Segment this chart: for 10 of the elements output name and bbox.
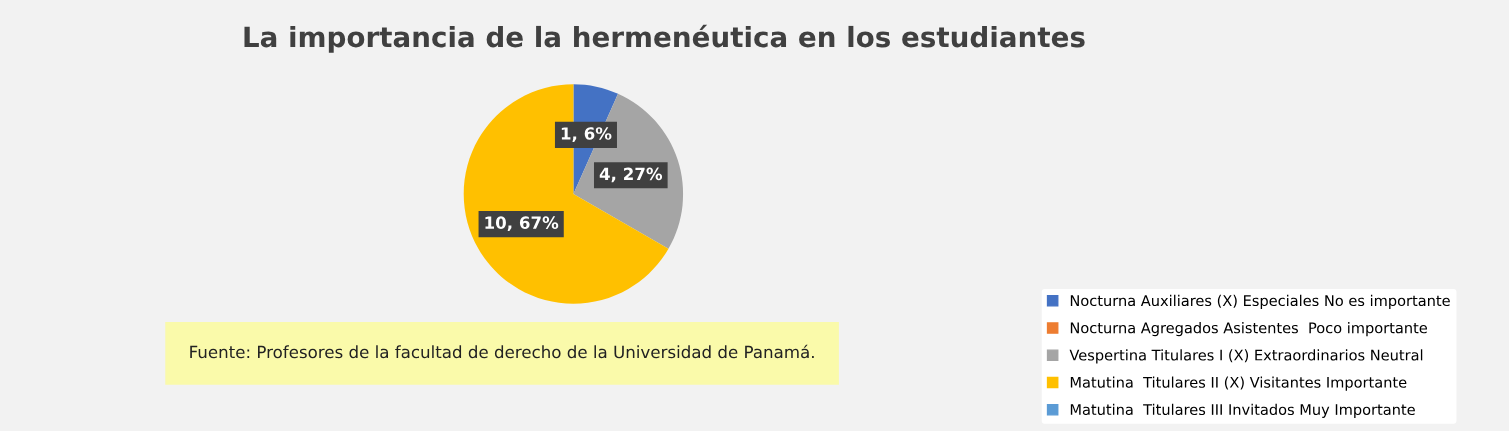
chart-title: La importancia de la hermenéutica en los estudiantes: [244, 24, 1085, 53]
source-note: Fuente: Profesores de la facultad de derecho de la Universidad de Panamá.: [190, 344, 814, 359]
legend-label: Vespertina Titulares I (X) Extraordinarios Neutral: [1069, 349, 1423, 364]
legend-label: Nocturna Auxiliares (X) Especiales No es importante: [1070, 294, 1450, 309]
legend-label: Matutina Titulares III Invitados Muy Importante: [1070, 403, 1415, 418]
data-label: 1, 6%: [561, 127, 612, 142]
data-label: 10, 67%: [485, 216, 559, 232]
legend-label: Nocturna Agregados Asistentes Poco importante: [1070, 322, 1427, 337]
legend-label: Matutina Titulares II (X) Visitantes Importante: [1070, 376, 1407, 391]
data-label: 4, 27%: [599, 167, 663, 183]
